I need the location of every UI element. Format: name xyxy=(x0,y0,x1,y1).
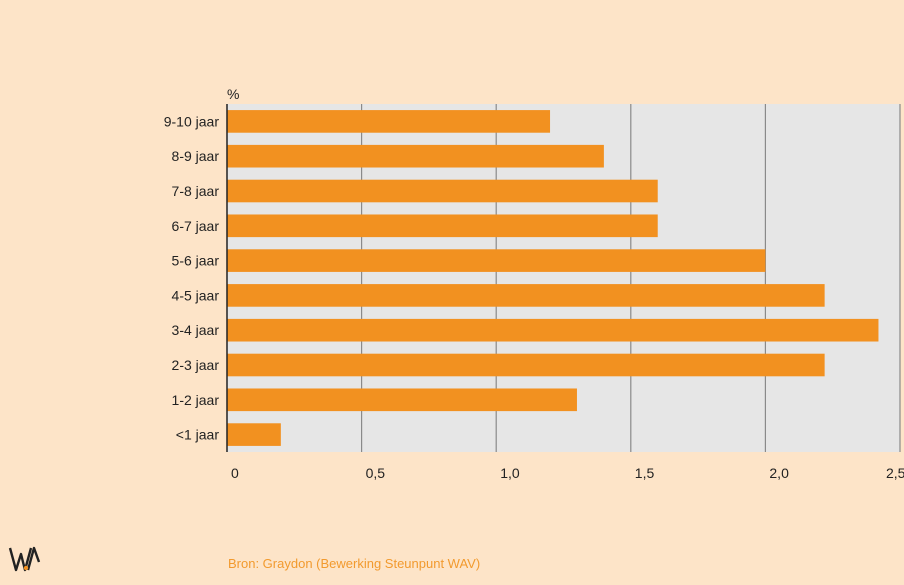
x-tick-label: 0,5 xyxy=(366,465,386,481)
bar xyxy=(227,144,604,168)
source-note: Bron: Graydon (Bewerking Steunpunt WAV) xyxy=(228,556,481,571)
unit-label: % xyxy=(227,86,239,102)
x-tick-labels: 0 0,5 1,0 1,5 2,0 2,5 xyxy=(231,465,904,481)
x-tick-label: 2,0 xyxy=(769,465,789,481)
bar xyxy=(227,249,766,272)
bar xyxy=(227,179,658,203)
category-labels: 9-10 jaar 8-9 jaar 7-8 jaar 6-7 jaar 5-6 jaa… xyxy=(164,113,220,442)
category-label: 5-6 jaar xyxy=(172,253,220,269)
bar xyxy=(227,388,577,412)
category-label: 4-5 jaar xyxy=(172,287,220,303)
bar xyxy=(227,423,281,446)
category-label: 6-7 jaar xyxy=(172,218,220,234)
category-label: 8-9 jaar xyxy=(172,148,220,164)
category-label: <1 jaar xyxy=(176,427,220,443)
category-label: 9-10 jaar xyxy=(164,113,220,129)
category-label: 3-4 jaar xyxy=(172,322,220,338)
x-tick-label: 0 xyxy=(231,465,239,481)
bar xyxy=(227,284,825,307)
category-label: 2-3 jaar xyxy=(172,357,220,373)
bar xyxy=(227,318,879,342)
bar xyxy=(227,353,825,377)
bars xyxy=(227,110,879,446)
bar xyxy=(227,110,551,133)
bar xyxy=(227,214,658,238)
category-label: 1-2 jaar xyxy=(172,392,220,408)
wav-logo-icon xyxy=(8,546,41,572)
x-tick-label: 2,5 xyxy=(886,465,904,481)
x-tick-label: 1,5 xyxy=(635,465,655,481)
category-label: 7-8 jaar xyxy=(172,183,220,199)
x-tick-label: 1,0 xyxy=(500,465,520,481)
